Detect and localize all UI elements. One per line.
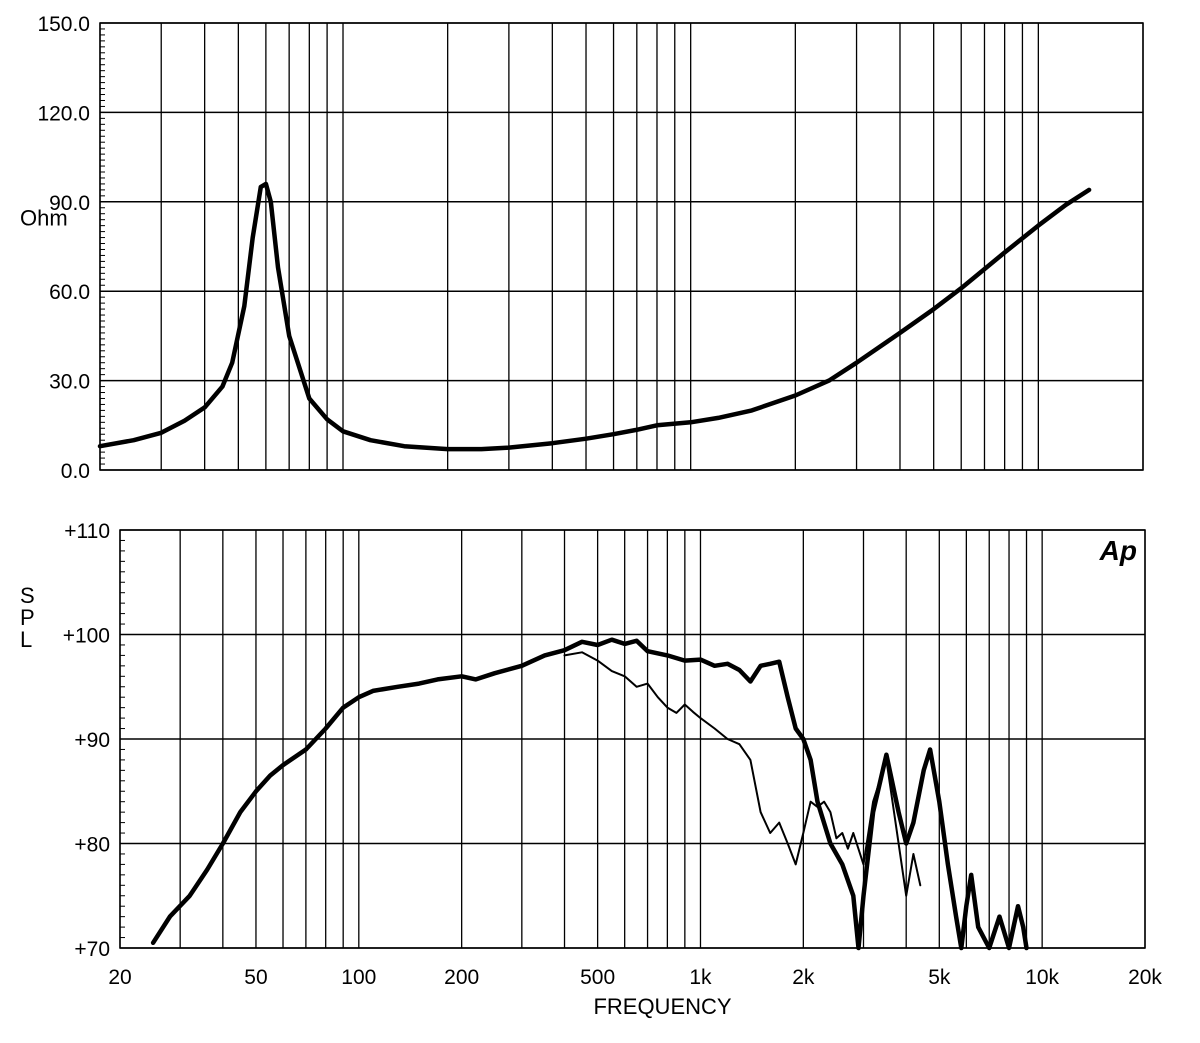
x-tick-label: 1k <box>689 966 712 989</box>
y-tick-label: +80 <box>74 834 110 857</box>
series-line-thick <box>150 637 1029 951</box>
y-tick-label: 120.0 <box>37 102 90 125</box>
x-axis-label: FREQUENCY <box>593 994 731 1019</box>
y-axis-label-letter: L <box>20 627 32 652</box>
y-tick-label: 30.0 <box>49 371 90 394</box>
x-tick-label: 200 <box>444 966 479 989</box>
x-tick-label: 20k <box>1128 966 1162 989</box>
y-axis-label-letter: P <box>20 605 35 630</box>
y-tick-label: +110 <box>64 520 110 543</box>
y-axis-label-letter: S <box>20 583 35 608</box>
impedance-chart: 0.0 30.0 60.0 90.0 120.0 150.0 Ohm <box>20 13 1144 483</box>
series-line-0 <box>97 181 1092 452</box>
x-tick-label: 100 <box>341 966 376 989</box>
series-line-thin <box>563 651 922 897</box>
y-tick-label: 150.0 <box>37 13 90 36</box>
x-tick-label: 500 <box>580 966 615 989</box>
y-tick-label: 60.0 <box>49 281 90 304</box>
x-tick-label: 10k <box>1025 966 1059 989</box>
plot-frame <box>99 22 1144 471</box>
x-tick-label: 2k <box>792 966 815 989</box>
y-axis-label: Ohm <box>20 206 68 231</box>
y-tick-label: 90.0 <box>49 192 90 215</box>
y-tick-label: +90 <box>74 729 110 752</box>
x-tick-label: 20 <box>108 966 131 989</box>
y-tick-label: +100 <box>63 625 110 648</box>
y-tick-label: +70 <box>74 938 110 961</box>
y-tick-label: 0.0 <box>61 460 90 483</box>
spl-chart: +70 +80 +90 +100 +110 20 50 100 200 500 1k 2k 5k 10k 2… <box>20 520 1162 1019</box>
ap-logo: Ap <box>1099 535 1137 566</box>
x-tick-label: 5k <box>928 966 951 989</box>
x-tick-label: 50 <box>244 966 267 989</box>
